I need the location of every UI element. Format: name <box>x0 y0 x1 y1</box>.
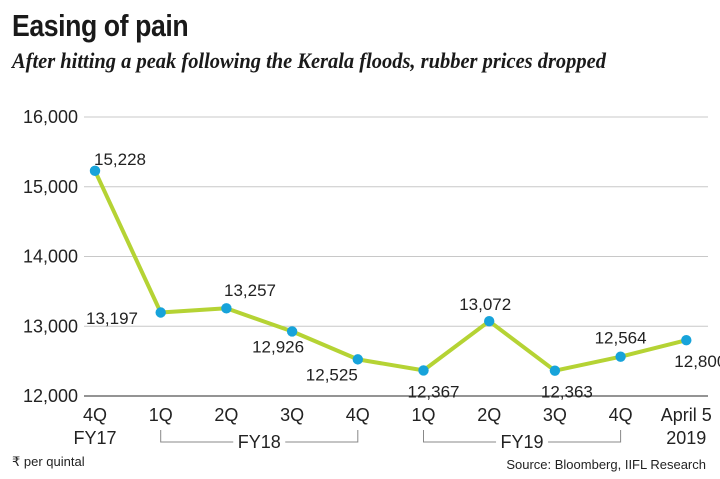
data-label: 13,257 <box>224 281 276 300</box>
data-point <box>549 365 561 376</box>
group-bracket-right <box>548 430 622 443</box>
data-point <box>286 326 298 337</box>
data-label: 12,564 <box>595 329 647 348</box>
data-point <box>418 365 429 376</box>
data-label: 13,072 <box>459 295 511 314</box>
group-bracket-left <box>160 430 234 443</box>
x-tick-label: FY17 <box>73 428 116 448</box>
x-tick-label: 3Q <box>280 405 304 425</box>
y-tick-label: 15,000 <box>23 177 78 197</box>
y-tick-label: 16,000 <box>23 107 78 127</box>
x-tick-label: 2019 <box>666 428 706 448</box>
gridlines <box>84 116 708 397</box>
x-tick-label: 1Q <box>411 405 435 425</box>
data-point <box>484 316 495 327</box>
y-tick-label: 13,000 <box>23 316 78 336</box>
data-point <box>352 354 363 365</box>
group-bracket-left <box>423 430 497 443</box>
series-line <box>93 168 689 373</box>
data-point <box>89 165 101 177</box>
group-bracket-right <box>285 430 359 443</box>
x-tick-label: 4Q <box>609 405 633 425</box>
unit-note: ₹ per quintal <box>12 454 85 469</box>
data-point <box>615 351 626 362</box>
data-label: 15,228 <box>94 150 146 169</box>
x-tick-label: 3Q <box>543 405 567 425</box>
data-label: 12,800 <box>674 352 720 371</box>
x-tick-label: 2Q <box>477 405 501 425</box>
data-label: 12,363 <box>541 383 593 402</box>
data-label: 13,197 <box>86 309 138 328</box>
y-tick-label: 12,000 <box>23 386 78 406</box>
series-line-group <box>93 168 689 373</box>
data-point <box>155 307 166 318</box>
x-tick-label: 2Q <box>214 405 238 425</box>
data-label: 12,367 <box>408 382 460 401</box>
data-label: 12,525 <box>306 365 358 384</box>
group-label: FY19 <box>501 432 544 452</box>
x-axis: 4Q FY17 1Q 2Q 3Q 4Q 1Q 2Q 3Q 4Q April 5 2019 <box>73 405 711 448</box>
x-tick-label: April 5 <box>661 405 712 425</box>
x-tick-label: 4Q <box>83 405 107 425</box>
data-label: 12,926 <box>252 337 304 356</box>
period-groups: FY18 FY19 <box>160 430 622 452</box>
data-point <box>681 335 692 346</box>
x-tick-label: 4Q <box>346 405 370 425</box>
group-label: FY18 <box>238 432 281 452</box>
y-axis: 12,000 13,000 14,000 15,000 16,000 <box>23 107 78 406</box>
data-point <box>221 303 232 314</box>
x-tick-label: 1Q <box>149 405 173 425</box>
data-points <box>89 165 692 376</box>
source-note: Source: Bloomberg, IIFL Research <box>506 457 706 472</box>
y-tick-label: 14,000 <box>23 247 78 267</box>
chart-subtitle: After hitting a peak following the Keral… <box>12 48 606 73</box>
chart-title: Easing of pain <box>12 8 189 43</box>
